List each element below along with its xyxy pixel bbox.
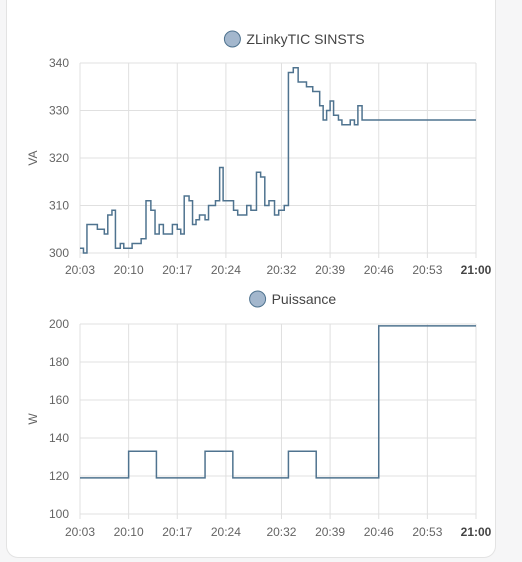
- y-tick-label: 120: [49, 469, 69, 483]
- x-tick-label: 20:46: [364, 525, 394, 539]
- x-tick-label: 21:00: [461, 525, 492, 539]
- y-axis-title: VA: [26, 150, 40, 165]
- x-tick-label: 20:03: [65, 525, 95, 539]
- y-tick-label: 100: [49, 507, 69, 521]
- y-axis-title: W: [26, 413, 40, 425]
- history-graph-card: [6, 0, 496, 558]
- legend-label[interactable]: ZLinkyTIC SINSTS: [246, 31, 364, 47]
- x-tick-label: 20:24: [211, 525, 241, 539]
- legend-swatch[interactable]: [249, 290, 267, 308]
- x-tick-label: 20:24: [211, 263, 241, 277]
- y-tick-label: 140: [49, 431, 69, 445]
- legend-label[interactable]: Puissance: [272, 291, 337, 307]
- y-tick-label: 320: [49, 151, 69, 165]
- x-tick-label: 20:53: [412, 525, 442, 539]
- y-tick-label: 200: [49, 317, 69, 331]
- x-tick-label: 20:17: [162, 263, 192, 277]
- x-tick-label: 20:32: [266, 263, 296, 277]
- y-tick-label: 300: [49, 246, 69, 260]
- x-tick-label: 21:00: [461, 263, 492, 277]
- x-tick-label: 20:46: [364, 263, 394, 277]
- y-tick-label: 340: [49, 56, 69, 70]
- y-tick-label: 330: [49, 104, 69, 118]
- x-tick-label: 20:53: [412, 263, 442, 277]
- x-tick-label: 20:32: [266, 525, 296, 539]
- legend-swatch[interactable]: [223, 30, 241, 48]
- series-line: [80, 67, 476, 254]
- y-tick-label: 160: [49, 393, 69, 407]
- x-tick-label: 20:39: [315, 525, 345, 539]
- series-line: [80, 325, 476, 479]
- x-tick-label: 20:17: [162, 525, 192, 539]
- y-tick-label: 310: [49, 199, 69, 213]
- y-tick-label: 180: [49, 355, 69, 369]
- x-tick-label: 20:03: [65, 263, 95, 277]
- x-tick-label: 20:10: [114, 263, 144, 277]
- x-tick-label: 20:39: [315, 263, 345, 277]
- x-tick-label: 20:10: [114, 525, 144, 539]
